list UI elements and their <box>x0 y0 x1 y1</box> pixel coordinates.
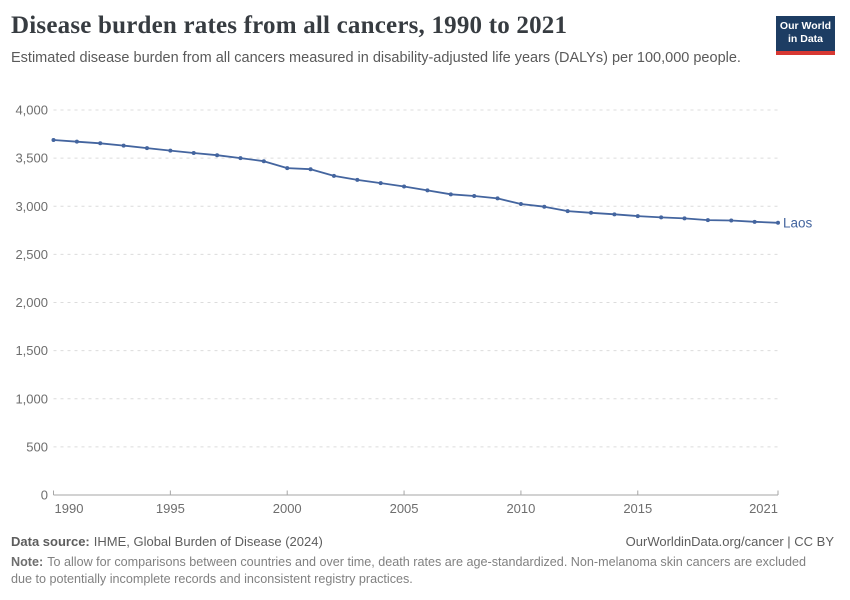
data-point[interactable] <box>308 167 313 172</box>
data-point[interactable] <box>121 143 126 148</box>
data-point[interactable] <box>168 148 173 153</box>
data-point[interactable] <box>752 219 757 224</box>
data-point[interactable] <box>74 139 79 144</box>
data-point[interactable] <box>215 153 220 158</box>
data-point[interactable] <box>331 173 336 178</box>
data-point[interactable] <box>542 204 547 209</box>
line-chart-plot[interactable]: 0 500 1,000 1,500 2,000 2,500 3,000 3,500 4,000 1… <box>0 90 850 530</box>
x-axis-tick-label: 2021 <box>749 501 778 516</box>
data-point[interactable] <box>518 202 523 207</box>
note-label: Note: <box>11 555 44 569</box>
data-point[interactable] <box>238 156 243 161</box>
data-point[interactable] <box>261 159 266 164</box>
series-line-laos[interactable] <box>52 139 779 224</box>
y-axis-tick-label: 3,000 <box>15 199 48 214</box>
data-point[interactable] <box>355 177 360 182</box>
owid-logo-line2: in Data <box>787 33 823 46</box>
data-point[interactable] <box>378 181 383 186</box>
data-source-value: IHME, Global Burden of Disease (2024) <box>93 534 323 549</box>
owid-logo-line1: Our World <box>779 20 832 32</box>
y-axis-tick-label: 2,500 <box>15 247 48 262</box>
x-axis-tick-label: 2000 <box>273 501 302 516</box>
data-point[interactable] <box>589 210 594 215</box>
x-axis-tick-label: 1990 <box>55 501 84 516</box>
data-point[interactable] <box>425 188 430 193</box>
data-source-label: Data source: <box>11 534 90 549</box>
data-point[interactable] <box>659 215 664 220</box>
data-point[interactable] <box>285 166 290 171</box>
x-axis-tick-label: 2015 <box>623 501 652 516</box>
data-point[interactable] <box>635 214 640 219</box>
data-source-line: Data source: IHME, Global Burden of Disea… <box>11 534 323 549</box>
chart-header: Disease burden rates from all cancers, 1… <box>11 12 765 68</box>
x-axis-tick-label: 2005 <box>390 501 419 516</box>
x-axis-tick-label: 1995 <box>156 501 185 516</box>
data-point[interactable] <box>191 151 196 156</box>
data-point[interactable] <box>682 216 687 221</box>
y-axis-tick-label: 500 <box>26 439 48 454</box>
y-axis-tick-label: 3,500 <box>15 151 48 166</box>
x-axis-tick-label: 2010 <box>506 501 535 516</box>
chart-subtitle: Estimated disease burden from all cancer… <box>11 50 741 66</box>
data-point[interactable] <box>495 196 500 201</box>
y-axis-tick-label: 4,000 <box>15 103 48 118</box>
data-point[interactable] <box>448 192 453 197</box>
y-axis-tick-label: 1,500 <box>15 343 48 358</box>
data-point[interactable] <box>472 194 477 199</box>
note-value: To allow for comparisons between countri… <box>11 555 807 586</box>
y-axis-tick-label: 0 <box>41 488 48 503</box>
data-point[interactable] <box>565 209 570 214</box>
y-axis-tick-label: 2,000 <box>15 295 48 310</box>
data-point[interactable] <box>729 218 734 223</box>
chart-note: Note: To allow for comparisons between co… <box>11 554 817 587</box>
series-label-laos[interactable]: Laos <box>783 215 813 230</box>
owid-license-link[interactable]: OurWorldinData.org/cancer | CC BY <box>625 534 834 549</box>
data-point[interactable] <box>612 212 617 217</box>
data-point[interactable] <box>98 141 103 146</box>
chart-footer: Data source: IHME, Global Burden of Disea… <box>11 534 834 587</box>
data-point[interactable] <box>705 218 710 223</box>
chart-title: Disease burden rates from all cancers, 1… <box>11 12 568 39</box>
data-point[interactable] <box>144 146 149 151</box>
data-point[interactable] <box>51 138 56 143</box>
data-point[interactable] <box>402 184 407 189</box>
data-point[interactable] <box>776 220 780 225</box>
y-axis-tick-label: 1,000 <box>15 391 48 406</box>
owid-logo[interactable]: Our World in Data <box>776 16 835 55</box>
